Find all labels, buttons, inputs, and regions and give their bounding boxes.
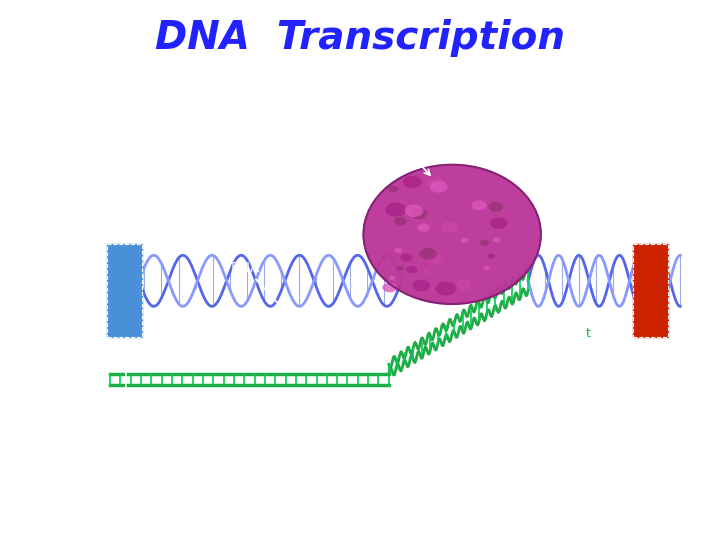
Ellipse shape <box>400 253 413 261</box>
Ellipse shape <box>490 217 508 229</box>
Text: Transcription
termination site: Transcription termination site <box>542 453 642 481</box>
Bar <box>107 244 142 336</box>
Ellipse shape <box>488 202 503 212</box>
Ellipse shape <box>418 224 430 232</box>
Ellipse shape <box>461 238 469 243</box>
Ellipse shape <box>394 217 407 225</box>
Ellipse shape <box>427 178 445 190</box>
Ellipse shape <box>382 282 397 292</box>
Ellipse shape <box>385 202 407 217</box>
Ellipse shape <box>394 247 402 253</box>
Ellipse shape <box>483 266 490 270</box>
Ellipse shape <box>456 280 472 290</box>
Ellipse shape <box>388 185 398 192</box>
Ellipse shape <box>389 276 395 280</box>
Bar <box>107 244 142 336</box>
Ellipse shape <box>472 200 487 210</box>
Ellipse shape <box>423 269 430 274</box>
Ellipse shape <box>430 181 448 193</box>
Ellipse shape <box>364 165 541 304</box>
Text: Transcription
start site: Transcription start site <box>89 453 169 481</box>
Bar <box>633 244 667 336</box>
Ellipse shape <box>405 205 423 217</box>
Ellipse shape <box>406 266 418 273</box>
Ellipse shape <box>480 240 490 246</box>
Ellipse shape <box>487 254 495 259</box>
Ellipse shape <box>413 280 430 292</box>
Ellipse shape <box>403 176 421 188</box>
Ellipse shape <box>492 238 500 242</box>
Text: RNA polymerase: RNA polymerase <box>325 117 441 175</box>
Ellipse shape <box>419 248 437 260</box>
Bar <box>633 244 667 336</box>
Ellipse shape <box>441 221 458 233</box>
Ellipse shape <box>411 208 428 219</box>
Ellipse shape <box>426 254 441 264</box>
Ellipse shape <box>436 281 456 295</box>
Text: t: t <box>585 327 590 340</box>
Text: RNA: RNA <box>230 260 310 338</box>
Text: DNA  Transcription: DNA Transcription <box>155 19 565 57</box>
Text: DNA: DNA <box>186 186 229 262</box>
Ellipse shape <box>397 266 403 271</box>
